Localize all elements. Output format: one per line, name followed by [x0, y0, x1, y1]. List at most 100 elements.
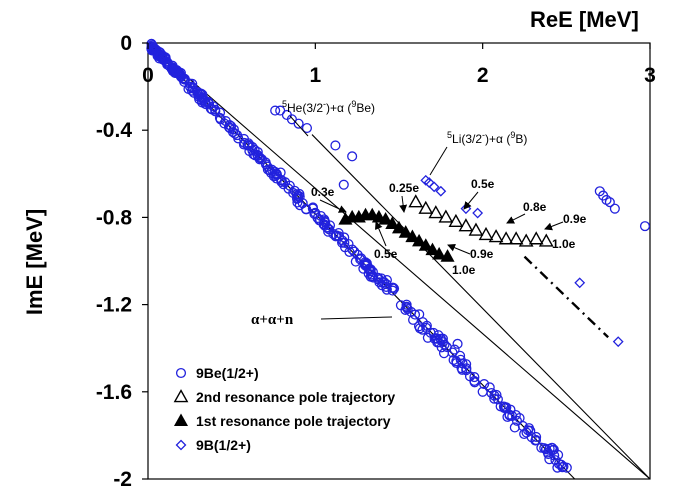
- data-point: [401, 302, 412, 313]
- data-point: [484, 382, 495, 393]
- data-point: [408, 314, 419, 325]
- data-point: [440, 249, 455, 262]
- data-point: [378, 212, 393, 225]
- data-point: [541, 443, 552, 455]
- label-1st-0.5e: 0.5e: [374, 247, 398, 261]
- data-point: [315, 214, 326, 226]
- data-point: [220, 116, 231, 127]
- y-tick-label: -0.8: [96, 206, 133, 229]
- label-2nd-0.9e: 0.9e: [563, 212, 587, 226]
- data-point: [184, 78, 195, 89]
- data-point: [343, 238, 354, 250]
- legend: 9Be(1/2+) 2nd resonance pole trajectory 1s…: [173, 365, 395, 453]
- data-point: [225, 123, 236, 134]
- data-point: [449, 344, 460, 355]
- series-2: [408, 194, 554, 247]
- data-point: [546, 442, 558, 453]
- data-point: [324, 220, 336, 231]
- data-point: [389, 283, 400, 294]
- data-point: [224, 122, 235, 133]
- data-point: [468, 222, 484, 236]
- data-point: [247, 145, 258, 156]
- annotation-li5-alpha: 5Li(3/2-)+α (9B): [447, 130, 527, 146]
- data-point: [293, 118, 304, 129]
- y-tick-label: -2: [113, 468, 132, 490]
- data-point: [538, 233, 554, 247]
- label-2nd-0.5e: 0.5e: [471, 177, 495, 191]
- data-point: [447, 347, 458, 358]
- data-point: [337, 237, 348, 248]
- data-point: [477, 386, 488, 397]
- legend-label: 9Be(1/2+): [196, 365, 259, 381]
- data-point: [421, 320, 432, 331]
- data-point: [391, 220, 407, 234]
- data-point: [428, 327, 439, 338]
- data-point: [254, 154, 265, 165]
- legend-marker: [173, 389, 189, 403]
- data-point: [334, 231, 345, 242]
- data-point: [478, 226, 494, 241]
- arrow-1st-0.9e: [447, 243, 471, 255]
- data-point: [270, 105, 281, 116]
- data-point: [170, 65, 181, 76]
- data-point: [457, 358, 468, 369]
- data-point: [488, 229, 504, 243]
- data-point: [452, 338, 463, 349]
- data-point: [435, 185, 447, 197]
- data-marks: [146, 38, 651, 473]
- legend-label: 1st resonance pole trajectory: [196, 413, 391, 429]
- arrow-alpha-alpha-n: [320, 316, 393, 320]
- annotation-he5-alpha: 5He(3/2-)+α (9Be): [282, 99, 375, 115]
- data-point: [309, 208, 320, 219]
- data-point: [294, 191, 305, 202]
- reference-line-2: [147, 42, 651, 480]
- data-point: [479, 379, 490, 390]
- data-point: [418, 200, 434, 214]
- legend-marker: [175, 367, 187, 379]
- arrow-2nd-0.8e: [506, 213, 526, 224]
- data-point: [432, 246, 447, 260]
- data-point: [368, 272, 379, 283]
- y-tick-label: -0.4: [96, 119, 133, 142]
- data-point: [364, 263, 375, 274]
- label-2nd-1.0e: 1.0e: [552, 237, 576, 251]
- data-point: [498, 231, 514, 245]
- annotation-he5-arrow: [289, 115, 309, 137]
- label-1st-0.3e: 0.3e: [311, 185, 335, 199]
- data-point: [388, 282, 399, 293]
- data-point: [307, 202, 319, 213]
- data-point: [544, 454, 555, 465]
- arrow-1st-0.5e: [375, 221, 387, 247]
- data-point: [349, 246, 360, 257]
- data-point: [451, 357, 462, 369]
- data-point: [214, 107, 226, 118]
- data-point: [435, 334, 446, 345]
- data-point: [233, 133, 244, 144]
- label-2nd-0.25e: 0.25e: [389, 181, 419, 195]
- data-point: [428, 205, 444, 219]
- data-point: [612, 336, 624, 348]
- data-point: [472, 207, 484, 219]
- data-point: [460, 203, 472, 215]
- data-point: [438, 209, 454, 223]
- data-point: [347, 151, 358, 162]
- reference-line-3: [311, 134, 651, 480]
- x-axis-label: ReE [MeV]: [530, 7, 639, 32]
- data-point: [489, 390, 500, 401]
- legend-marker: [175, 439, 187, 451]
- data-point: [604, 197, 615, 208]
- data-point: [385, 216, 400, 229]
- plot-area: [147, 42, 651, 480]
- data-point: [405, 229, 420, 243]
- axes: 0 1 2 3 0 -0.4 -0.8 -1.2 -1.6 -2: [96, 32, 656, 490]
- data-point: [639, 221, 651, 232]
- data-point: [398, 225, 413, 238]
- data-point: [333, 227, 344, 239]
- data-point: [214, 112, 225, 124]
- data-point: [283, 183, 294, 194]
- data-point: [425, 242, 440, 256]
- x-tick-label: 0: [142, 64, 154, 87]
- data-point: [408, 194, 424, 208]
- y-tick-label: 0: [120, 32, 132, 55]
- data-point: [203, 96, 214, 107]
